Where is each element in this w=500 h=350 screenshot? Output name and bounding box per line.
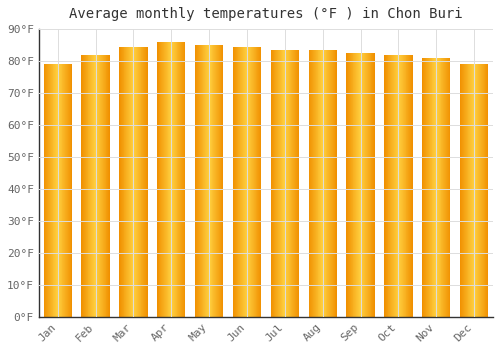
Title: Average monthly temperatures (°F ) in Chon Buri: Average monthly temperatures (°F ) in Ch…	[69, 7, 462, 21]
